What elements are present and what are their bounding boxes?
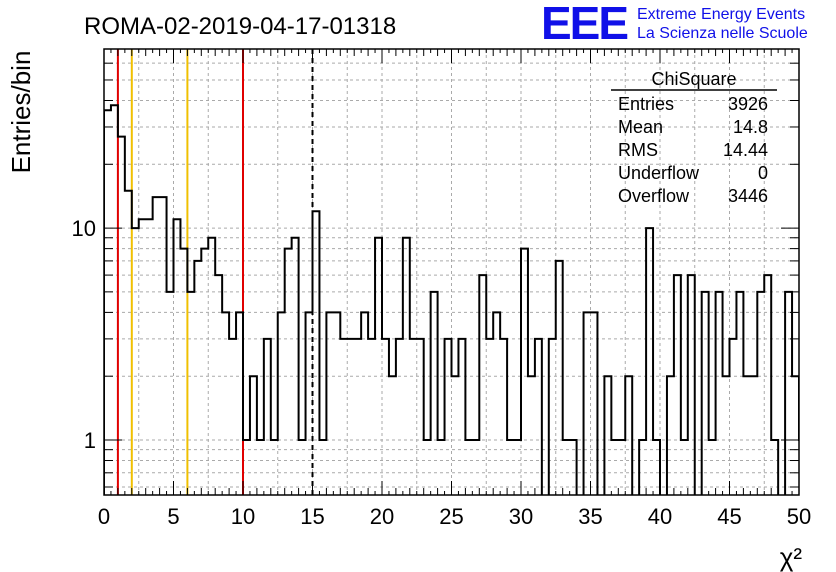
stats-label: Overflow bbox=[618, 186, 690, 206]
stats-value: 14.44 bbox=[723, 140, 768, 160]
chart-title: ROMA-02-2019-04-17-01318 bbox=[84, 13, 396, 40]
x-tick-label: 5 bbox=[167, 504, 179, 529]
x-tick-label: 20 bbox=[370, 504, 394, 529]
histogram-line bbox=[104, 104, 799, 495]
y-tick-label: 10 bbox=[72, 216, 96, 241]
x-axis-label: χ² bbox=[780, 542, 803, 572]
stats-label: Underflow bbox=[618, 163, 700, 183]
y-tick-label: 1 bbox=[84, 428, 96, 453]
eee-logo: EEE bbox=[541, 0, 627, 49]
stats-value: 14.8 bbox=[733, 117, 768, 137]
x-tick-label: 35 bbox=[578, 504, 602, 529]
x-tick-label: 45 bbox=[717, 504, 741, 529]
y-axis-label: Entries/bin bbox=[6, 51, 36, 174]
x-tick-label: 50 bbox=[787, 504, 811, 529]
x-tick-label: 30 bbox=[509, 504, 533, 529]
y-tick-labels: 1 10 bbox=[72, 216, 96, 453]
x-tick-label: 0 bbox=[98, 504, 110, 529]
stats-label: Entries bbox=[618, 94, 674, 114]
x-tick-label: 25 bbox=[439, 504, 463, 529]
logo-line2: La Scienza nelle Scuole bbox=[637, 25, 808, 42]
x-tick-labels: 0 5 10 15 20 25 30 35 40 45 50 bbox=[98, 504, 811, 529]
axis-ticks bbox=[103, 49, 800, 495]
stats-label: RMS bbox=[618, 140, 658, 160]
x-tick-label: 10 bbox=[231, 504, 255, 529]
stats-box: ChiSquare Entries 3926 Mean 14.8 RMS 14.44 Und… bbox=[611, 69, 777, 206]
x-tick-label: 40 bbox=[648, 504, 672, 529]
histogram bbox=[104, 104, 799, 495]
stats-title: ChiSquare bbox=[651, 69, 736, 89]
logo-line1: Extreme Energy Events bbox=[637, 6, 805, 23]
stats-value: 0 bbox=[758, 163, 768, 183]
x-tick-label: 15 bbox=[300, 504, 324, 529]
stats-label: Mean bbox=[618, 117, 663, 137]
stats-value: 3446 bbox=[728, 186, 768, 206]
stats-value: 3926 bbox=[728, 94, 768, 114]
